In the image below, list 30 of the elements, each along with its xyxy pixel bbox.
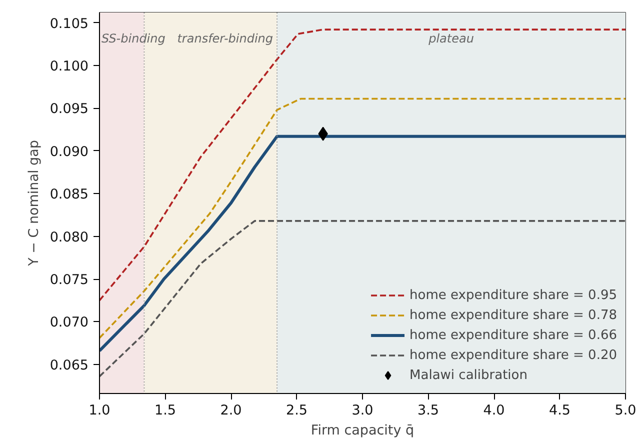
y-tick-label: 0.100 [50, 58, 89, 74]
x-tick-label: 4.0 [483, 402, 505, 418]
legend-label: Malawi calibration [410, 368, 528, 382]
legend-label: home expenditure share = 0.66 [410, 328, 617, 342]
y-tick-label: 0.080 [50, 229, 89, 246]
y-tick-label: 0.085 [50, 186, 89, 203]
x-tick-label: 1.5 [154, 402, 176, 418]
legend-label: home expenditure share = 0.20 [410, 348, 617, 362]
legend-label: home expenditure share = 0.78 [410, 308, 617, 322]
x-tick-label: 2.0 [220, 402, 242, 418]
y-tick-label: 0.105 [50, 16, 89, 32]
y-tick-label: 0.075 [50, 272, 89, 288]
x-tick-label: 3.0 [352, 402, 374, 418]
line-series [100, 28, 626, 302]
x-axis-title: Firm capacity q̄ [310, 422, 414, 438]
x-tick-label: 1.0 [88, 402, 110, 418]
band-label: plateau [428, 32, 474, 46]
x-tick-label: 2.5 [286, 402, 308, 418]
y-tick-label: 0.065 [50, 357, 89, 374]
x-tick-label: 5.0 [614, 402, 636, 418]
x-tick-label: 3.5 [418, 402, 439, 418]
y-tick-label: 0.090 [50, 144, 89, 160]
legend-label: home expenditure share = 0.95 [410, 288, 617, 302]
band-label: transfer-binding [177, 32, 274, 46]
y-tick-label: 0.070 [50, 314, 89, 331]
y-axis-title: Y − C nominal gap [26, 140, 42, 267]
y-tick-label: 0.095 [50, 101, 89, 118]
x-tick-label: 4.5 [549, 402, 570, 418]
band-label: SS-binding [102, 32, 166, 46]
line-series [100, 220, 626, 378]
